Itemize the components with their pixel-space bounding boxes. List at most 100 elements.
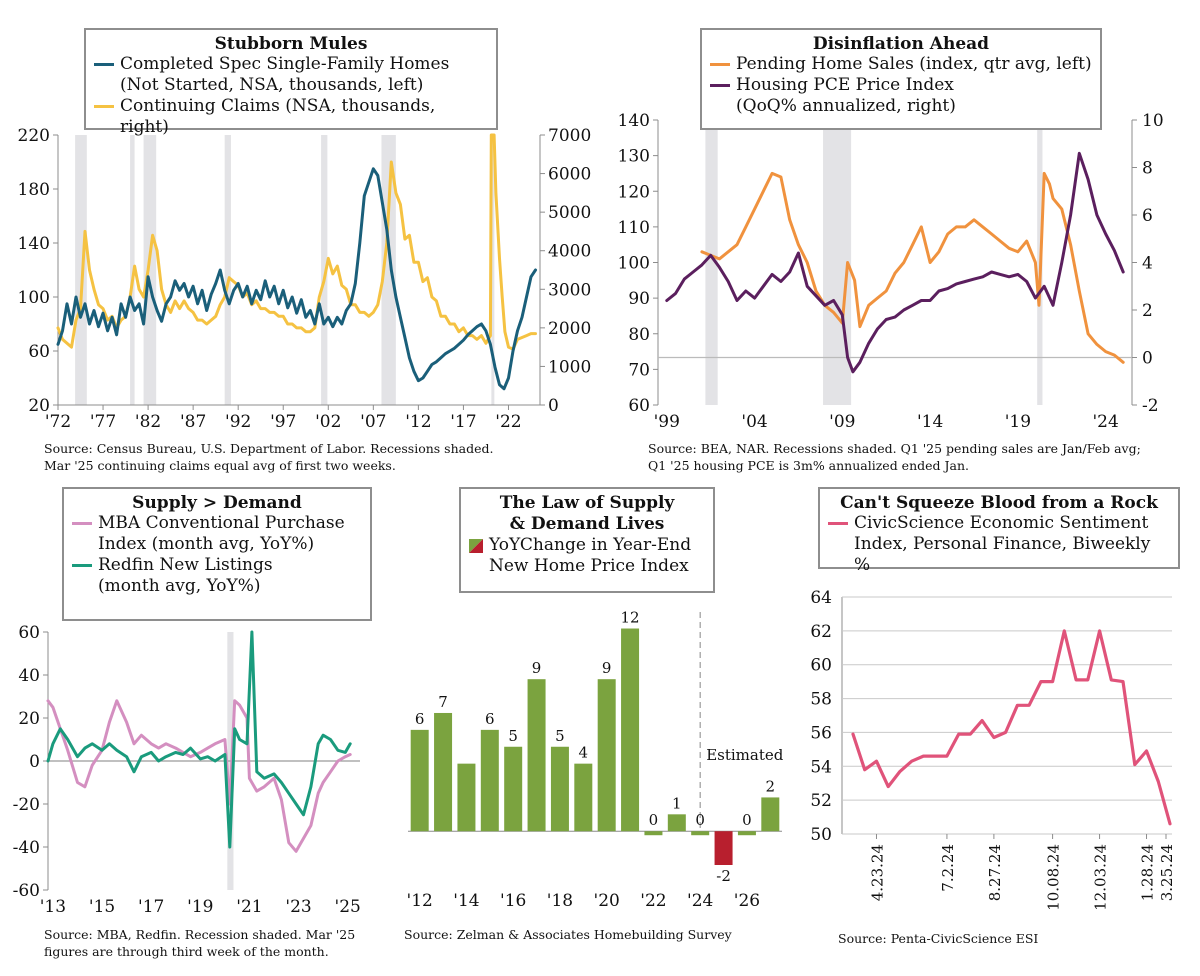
x-tick-label: '22 — [495, 412, 521, 432]
y-tick-label-left: 120 — [618, 182, 650, 202]
y-tick-label: 60 — [810, 656, 832, 676]
x-tick-label: '22 — [640, 891, 666, 911]
y-tick-label: -40 — [13, 838, 40, 858]
x-tick-label: '26 — [734, 891, 760, 911]
x-tick-label: '24 — [1093, 412, 1119, 432]
x-tick-label: '87 — [180, 412, 206, 432]
bar-data-label: 6 — [485, 710, 495, 728]
bar-2024 — [691, 831, 710, 836]
swatch-housing-pce — [710, 84, 730, 87]
chart-title-disinflation-ahead: Disinflation Ahead — [812, 34, 990, 54]
y-tick-label-left: 100 — [618, 254, 650, 274]
swatch-yoy-change — [469, 539, 483, 553]
x-tick-label: '07 — [360, 412, 386, 432]
x-tick-label: 7.2.24 — [939, 844, 957, 892]
y-tick-label-left: 140 — [618, 111, 650, 131]
x-tick-label: '77 — [90, 412, 116, 432]
legend-label-civicscience: CivicScience Economic Sentiment Index, P… — [854, 513, 1151, 575]
y-tick-label-left: 70 — [628, 360, 650, 380]
x-tick-label: '02 — [315, 412, 341, 432]
legend-entry-spec-homes: Completed Spec Single-Family Homes (Not … — [94, 54, 488, 96]
x-tick-label: '12 — [405, 412, 431, 432]
x-tick-label: '92 — [225, 412, 251, 432]
source-law-of-supply: Source: Zelman & Associates Homebuilding… — [404, 927, 732, 942]
recession-band — [321, 135, 328, 405]
legend-label-continuing-claims: Continuing Claims (NSA, thousands, right… — [120, 96, 436, 137]
x-tick-label: '19 — [1005, 412, 1031, 432]
recession-band — [143, 135, 157, 405]
legend-entry-redfin-listings: Redfin New Listings (month avg, YoY%) — [72, 555, 362, 597]
series-line-housing-pce — [665, 151, 1125, 374]
x-tick-label: '15 — [89, 897, 115, 917]
y-tick-label-left: 180 — [18, 180, 50, 200]
chart-title-stubborn-mules: Stubborn Mules — [214, 34, 368, 54]
y-tick-label: 52 — [810, 791, 832, 811]
swatch-civicscience — [828, 522, 848, 525]
bar-data-label: 2 — [766, 777, 776, 795]
legend-entry-civicscience: CivicScience Economic Sentiment Index, P… — [828, 513, 1170, 576]
x-tick-label: '14 — [917, 412, 943, 432]
bar-2020 — [597, 679, 616, 832]
y-tick-label-right: 4 — [1142, 254, 1153, 274]
y-tick-label-left: 20 — [28, 396, 50, 416]
x-tick-label: 3.25.24 — [1158, 844, 1176, 901]
x-tick-label: '20 — [594, 891, 620, 911]
x-tick-label: 10.08.24 — [1045, 844, 1063, 911]
chart-title-squeeze-blood: Can't Squeeze Blood from a Rock — [840, 493, 1158, 513]
y-tick-label: 50 — [810, 825, 832, 845]
bar-2021 — [621, 628, 640, 832]
x-tick-label: 12.03.24 — [1092, 844, 1110, 911]
y-tick-label-right: 5000 — [548, 203, 591, 223]
y-tick-label-right: 7000 — [548, 126, 591, 146]
x-tick-label: '04 — [741, 412, 767, 432]
recession-band — [130, 135, 135, 405]
bar-data-label: 0 — [695, 811, 705, 829]
source-squeeze-blood: Source: Penta-CivicScience ESI — [838, 931, 1039, 946]
bar-2016 — [504, 746, 523, 832]
x-tick-label: '24 — [687, 891, 713, 911]
y-tick-label-left: 60 — [28, 342, 50, 362]
legend-entry-pending-home-sales: Pending Home Sales (index, qtr avg, left… — [710, 54, 1092, 75]
y-tick-label-right: 0 — [1142, 349, 1153, 369]
x-tick-label: '82 — [135, 412, 161, 432]
y-tick-label-left: 80 — [628, 325, 650, 345]
series-line-mba-purchase — [46, 699, 352, 853]
legend-law-of-supply: The Law of Supply & Demand Lives YoYChan… — [459, 487, 715, 593]
bar-2017 — [527, 679, 546, 832]
recession-band — [75, 135, 87, 405]
bar-data-label: -2 — [716, 867, 731, 885]
legend-entry-continuing-claims: Continuing Claims (NSA, thousands, right… — [94, 96, 488, 138]
bar-data-label: 1 — [672, 794, 682, 812]
y-tick-label-left: 100 — [18, 288, 50, 308]
y-tick-label: -60 — [13, 881, 40, 901]
bar-data-label: 5 — [555, 727, 565, 745]
bar-data-label: 0 — [742, 811, 752, 829]
y-tick-label-right: 2000 — [548, 319, 591, 339]
bar-2025 — [714, 831, 733, 865]
x-tick-label: '13 — [40, 897, 66, 917]
y-tick-label-right: 6000 — [548, 165, 591, 185]
source-stubborn-mules: Source: Census Bureau, U.S. Department o… — [44, 441, 494, 473]
y-tick-label-right: 8 — [1142, 159, 1153, 179]
y-tick-label: 0 — [29, 752, 40, 772]
recession-band — [491, 135, 495, 405]
bar-2019 — [574, 763, 593, 832]
x-tick-label: '21 — [236, 897, 262, 917]
legend-label-spec-homes: Completed Spec Single-Family Homes (Not … — [120, 54, 450, 95]
legend-entry-mba-purchase: MBA Conventional Purchase Index (month a… — [72, 513, 362, 555]
legend-label-mba-purchase: MBA Conventional Purchase Index (month a… — [98, 513, 345, 554]
bar-2018 — [550, 746, 569, 832]
y-tick-label: 64 — [810, 588, 832, 608]
y-tick-label: 62 — [810, 622, 832, 642]
y-tick-label: 58 — [810, 690, 832, 710]
x-tick-label: '18 — [547, 891, 573, 911]
bar-2012 — [410, 729, 429, 832]
bar-2015 — [480, 729, 499, 832]
legend-disinflation-ahead: Disinflation Ahead Pending Home Sales (i… — [700, 28, 1102, 130]
y-tick-label: -20 — [13, 795, 40, 815]
y-tick-label-right: 6 — [1142, 206, 1153, 226]
x-tick-label: '25 — [335, 897, 361, 917]
bar-2022 — [644, 831, 663, 836]
x-tick-label: '99 — [654, 412, 680, 432]
